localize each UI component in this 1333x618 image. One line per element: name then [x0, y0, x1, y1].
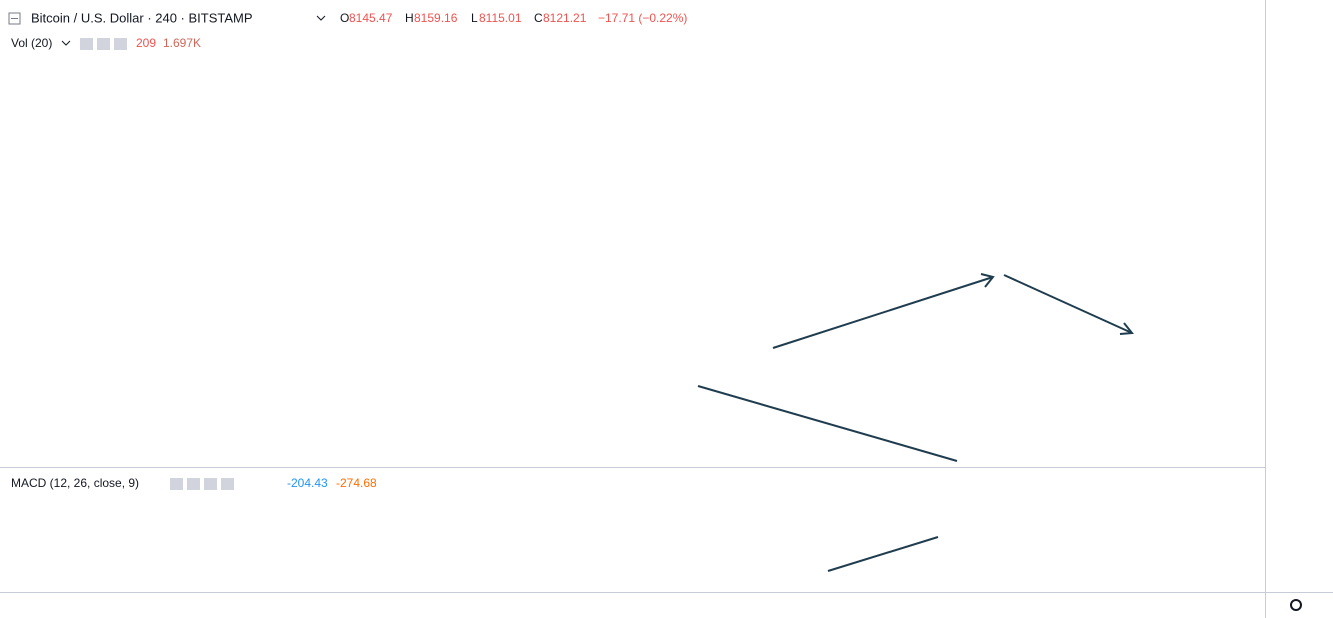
settings-button[interactable]	[97, 38, 110, 50]
volume-legend: Vol (20)	[11, 36, 52, 50]
legend-header: Bitcoin / U.S. Dollar · 240 · BITSTAMP O…	[8, 10, 1302, 611]
eye-button[interactable]	[170, 478, 183, 490]
ohlc-letter: H	[405, 11, 414, 25]
ohlc-letter: O	[340, 11, 349, 25]
low-value: 8115.01	[479, 11, 522, 25]
eye-button[interactable]	[80, 38, 93, 50]
macd-legend: MACD (12, 26, close, 9)	[11, 476, 139, 490]
trend-line	[697, 385, 958, 462]
drawings	[697, 273, 1134, 572]
symbol-title: Bitcoin / U.S. Dollar · 240 · BITSTAMP	[31, 10, 253, 25]
signal-value: -274.68	[336, 476, 377, 490]
volume-ma: 1.697K	[163, 36, 201, 50]
close-button[interactable]	[221, 478, 234, 490]
open-value: 8145.47	[349, 11, 393, 25]
trend-line	[1003, 274, 1133, 334]
arrow-head	[980, 273, 995, 288]
ohlc-letter: L	[471, 11, 478, 25]
high-value: 8159.16	[414, 11, 458, 25]
trend-line	[772, 276, 994, 349]
chevron[interactable]	[61, 40, 71, 46]
settings-gear[interactable]	[1290, 599, 1302, 611]
volume-value: 209	[136, 36, 156, 50]
change-value: −17.71 (−0.22%)	[598, 11, 687, 25]
source-button[interactable]	[204, 478, 217, 490]
ohlc-letter: C	[534, 11, 543, 25]
close-value: 8121.21	[543, 11, 587, 25]
close-button[interactable]	[114, 38, 127, 50]
arrow-head	[1119, 322, 1134, 335]
collapse-button[interactable]	[8, 12, 21, 25]
settings-button[interactable]	[187, 478, 200, 490]
macd-value: -204.43	[287, 476, 328, 490]
trend-line	[827, 536, 939, 572]
chevron[interactable]	[316, 15, 326, 21]
